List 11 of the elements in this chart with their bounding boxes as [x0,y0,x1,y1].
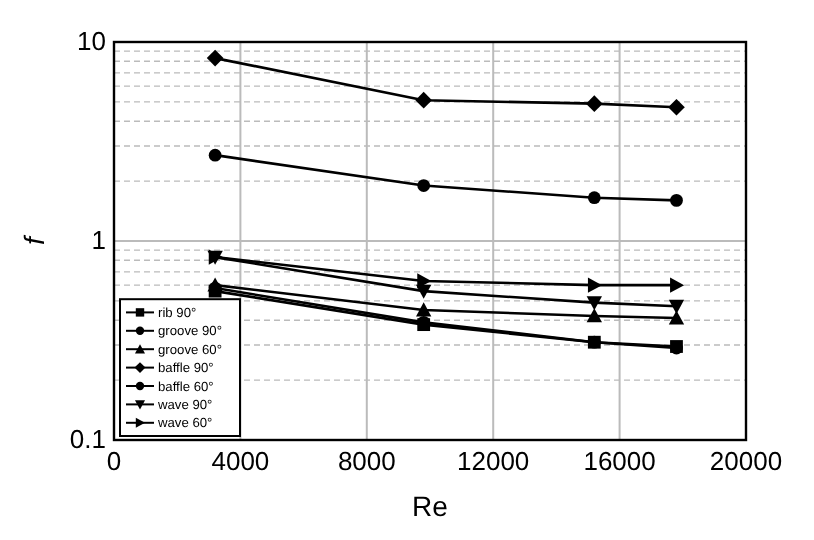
x-tick-label: 8000 [337,446,396,476]
x-tick-label: 0 [106,446,122,476]
y-tick-label: 0.1 [69,424,106,454]
y-tick-label: 1 [91,225,106,255]
y-axis-title: f [18,232,50,245]
y-tick-label: 10 [77,26,106,56]
x-tick-label: 4000 [211,446,270,476]
x-tick-label: 12000 [457,446,530,476]
x-axis-title: Re [412,490,449,522]
x-tick-label: 16000 [583,446,656,476]
x-tick-label: 20000 [709,446,783,476]
